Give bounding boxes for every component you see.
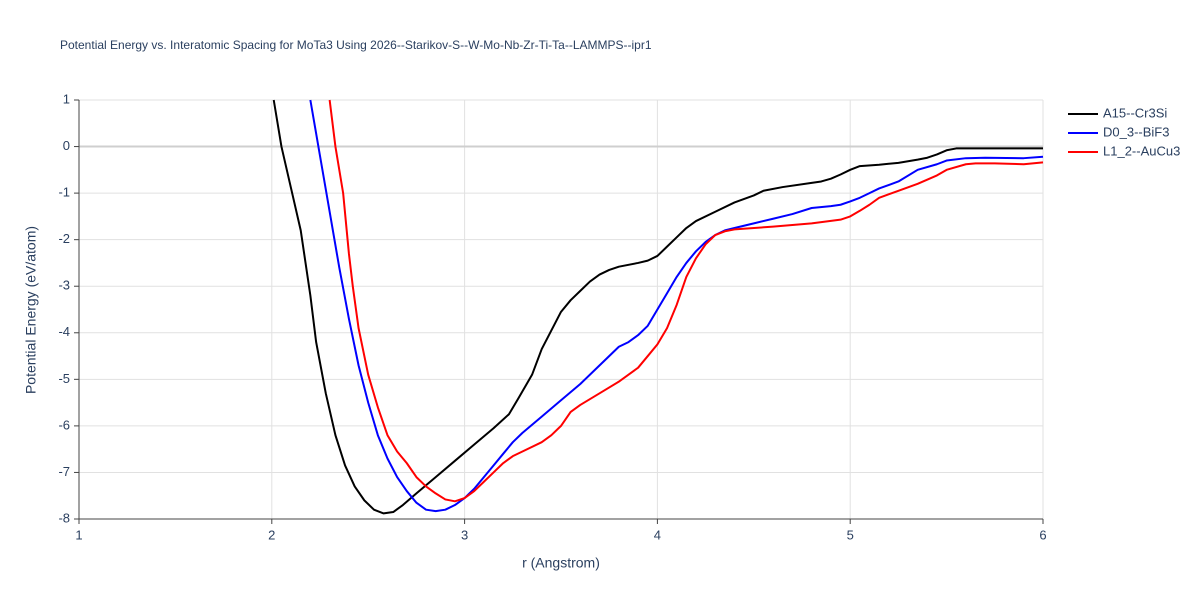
chart-title: Potential Energy vs. Interatomic Spacing… <box>60 38 652 52</box>
grid <box>78 99 1044 520</box>
axes: 1 2 3 4 5 6 -8 -7 -6 -5 -4 -3 -2 -1 0 1 <box>58 91 1046 542</box>
series-line <box>328 99 1044 503</box>
y-tick-label: -4 <box>58 324 70 339</box>
legend-label: L1_2--AuCu3 <box>1103 143 1180 158</box>
series-line <box>272 99 1043 515</box>
x-tick-label: 1 <box>75 527 82 542</box>
y-axis-title: Potential Energy (eV/atom) <box>23 226 39 394</box>
x-tick-label: 4 <box>654 527 661 542</box>
y-tick-label: -3 <box>58 278 70 293</box>
y-tick-label: -8 <box>58 510 70 525</box>
y-tick-label: -6 <box>58 417 70 432</box>
x-tick-label: 2 <box>268 527 275 542</box>
x-tick-label: 5 <box>847 527 854 542</box>
y-tick-label: -5 <box>58 371 70 386</box>
legend-label: A15--Cr3Si <box>1103 105 1167 120</box>
y-tick-label: 0 <box>63 138 70 153</box>
series-line <box>309 99 1044 513</box>
legend-label: D0_3--BiF3 <box>1103 124 1169 139</box>
y-tick-label: 1 <box>63 91 70 106</box>
y-tick-label: -2 <box>58 231 70 246</box>
y-tick-label: -1 <box>58 185 70 200</box>
x-axis-title: r (Angstrom) <box>522 555 600 571</box>
plot-area <box>272 99 1044 515</box>
x-tick-label: 6 <box>1039 527 1046 542</box>
y-tick-label: -7 <box>58 464 70 479</box>
x-tick-label: 3 <box>461 527 468 542</box>
